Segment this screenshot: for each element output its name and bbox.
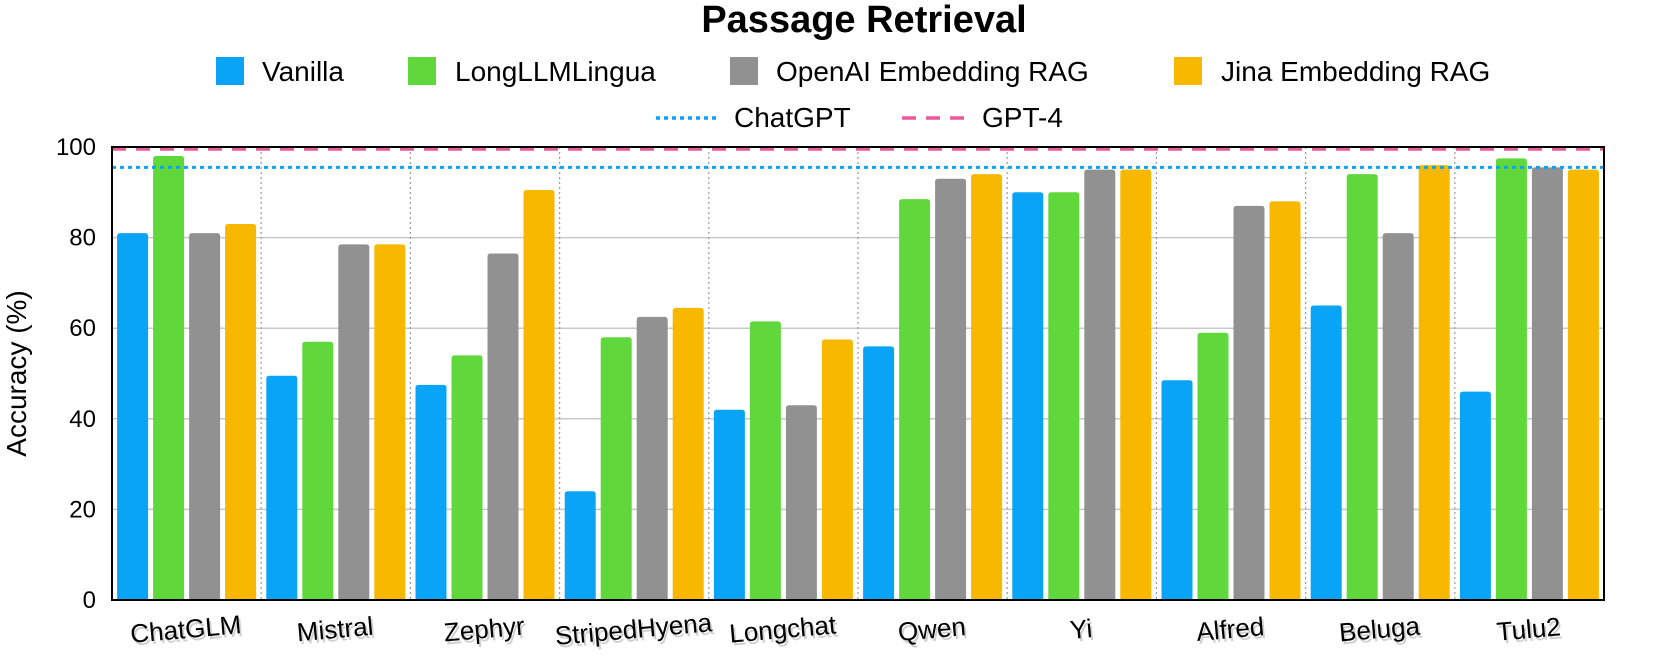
bar-longllmlingua bbox=[899, 199, 931, 600]
bar-longllmlingua bbox=[1048, 192, 1080, 601]
x-tick-label: Mistral bbox=[296, 611, 375, 648]
y-tick-label: 80 bbox=[69, 225, 96, 252]
x-tick-label-shadow: Zephyr bbox=[445, 614, 529, 651]
bar-jina-embedding-rag bbox=[1418, 165, 1450, 600]
bar-jina-embedding-rag bbox=[1269, 201, 1301, 601]
gridlines bbox=[112, 147, 1604, 600]
x-tick-label: Yi bbox=[1069, 613, 1094, 645]
y-tick-label: 100 bbox=[56, 134, 96, 161]
y-tick-label: 60 bbox=[69, 315, 96, 342]
bar-jina-embedding-rag bbox=[821, 339, 853, 600]
bar-vanilla bbox=[1310, 305, 1342, 600]
bar-openai-embedding-rag bbox=[785, 405, 817, 600]
bar-openai-embedding-rag bbox=[1382, 233, 1414, 600]
x-tick-label: Qwen bbox=[897, 611, 967, 647]
y-tick-label: 40 bbox=[69, 406, 96, 433]
legend: Vanilla LongLLMLingua OpenAI Embedding RAG… bbox=[216, 56, 1490, 133]
bar-vanilla bbox=[863, 346, 895, 600]
legend-swatch bbox=[408, 57, 436, 85]
legend-swatch bbox=[1174, 57, 1202, 85]
bar-longllmlingua bbox=[451, 355, 483, 600]
x-tick-label: Beluga bbox=[1338, 611, 1422, 648]
bar-openai-embedding-rag bbox=[1531, 167, 1563, 600]
x-tick-label: Alfred bbox=[1195, 611, 1265, 647]
bar-openai-embedding-rag bbox=[935, 178, 967, 600]
x-tick-label: Zephyr bbox=[443, 611, 527, 648]
bar-longllmlingua bbox=[1346, 174, 1378, 600]
legend-swatch bbox=[730, 57, 758, 85]
y-axis-ticks: 0 20 40 60 80 100 bbox=[56, 134, 96, 614]
bar-longllmlingua bbox=[302, 341, 334, 600]
y-tick-label: 0 bbox=[83, 587, 96, 614]
bar-openai-embedding-rag bbox=[189, 233, 221, 600]
bar-vanilla bbox=[117, 233, 149, 600]
x-tick-label-shadow: Yi bbox=[1071, 616, 1096, 648]
legend-label: Jina Embedding RAG bbox=[1221, 56, 1490, 87]
bar-jina-embedding-rag bbox=[672, 307, 704, 600]
y-tick-label: 20 bbox=[69, 496, 96, 523]
bar-longllmlingua bbox=[1495, 158, 1527, 600]
bar-jina-embedding-rag bbox=[523, 190, 555, 600]
bar-openai-embedding-rag bbox=[1084, 169, 1116, 600]
bar-longllmlingua bbox=[153, 156, 185, 600]
x-tick-label: Tulu2 bbox=[1495, 611, 1561, 646]
chart-title: Passage Retrieval bbox=[701, 0, 1026, 41]
legend-swatch bbox=[216, 57, 244, 85]
bar-vanilla bbox=[564, 491, 596, 600]
legend-label: GPT-4 bbox=[982, 102, 1063, 133]
bar-openai-embedding-rag bbox=[487, 253, 519, 600]
bar-vanilla bbox=[1012, 192, 1044, 601]
legend-label: LongLLMLingua bbox=[455, 56, 656, 87]
bar-longllmlingua bbox=[600, 337, 632, 600]
bar-vanilla bbox=[415, 384, 447, 600]
legend-label: OpenAI Embedding RAG bbox=[776, 56, 1089, 87]
bar-jina-embedding-rag bbox=[1567, 169, 1599, 600]
bar-openai-embedding-rag bbox=[636, 316, 668, 600]
x-tick-label-shadow: Tulu2 bbox=[1497, 614, 1563, 649]
x-tick-label-shadow: Beluga bbox=[1340, 614, 1424, 651]
plot-frame bbox=[111, 146, 1605, 601]
bar-longllmlingua bbox=[749, 321, 781, 600]
bar-longllmlingua bbox=[1197, 332, 1229, 600]
bar-jina-embedding-rag bbox=[1120, 169, 1152, 600]
bar-vanilla bbox=[713, 409, 745, 600]
bar-vanilla bbox=[1161, 380, 1193, 600]
bar-openai-embedding-rag bbox=[1233, 205, 1265, 600]
legend-label: ChatGPT bbox=[734, 102, 851, 133]
bar-jina-embedding-rag bbox=[971, 174, 1003, 600]
bar-vanilla bbox=[266, 375, 298, 600]
legend-label: Vanilla bbox=[262, 56, 344, 87]
bar-jina-embedding-rag bbox=[374, 244, 406, 600]
bar-openai-embedding-rag bbox=[338, 244, 370, 600]
x-tick-label-shadow: Mistral bbox=[298, 614, 377, 651]
y-axis-label: Accuracy (%) bbox=[1, 290, 32, 456]
x-tick-label-shadow: Alfred bbox=[1197, 614, 1267, 650]
bar-vanilla bbox=[1459, 391, 1491, 600]
bars bbox=[117, 156, 1599, 601]
x-tick-label-shadow: Qwen bbox=[899, 614, 969, 650]
bar-jina-embedding-rag bbox=[225, 224, 257, 600]
reference-lines bbox=[112, 147, 1604, 169]
